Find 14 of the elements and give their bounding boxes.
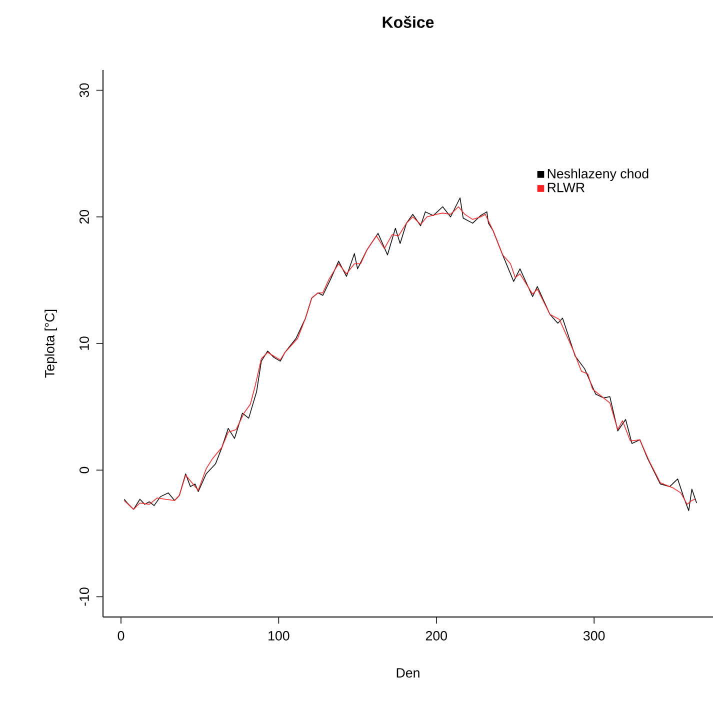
- y-tick-label: -10: [80, 588, 89, 606]
- y-axis-title: Teplota [°C]: [44, 310, 58, 378]
- legend-label: Neshlazeny chod: [548, 168, 648, 181]
- legend-label: RLWR: [548, 182, 584, 192]
- y-tick-label: 30: [80, 83, 89, 98]
- x-tick-label: 0: [118, 631, 124, 640]
- x-tick-label: 100: [268, 631, 290, 640]
- x-tick-label: 200: [426, 631, 447, 640]
- y-tick-label: 20: [80, 210, 89, 224]
- x-tick-label: 300: [583, 631, 605, 640]
- x-axis-title: Den: [396, 668, 420, 678]
- y-tick-label: 0: [80, 466, 89, 474]
- y-tick-label: 10: [80, 336, 89, 350]
- chart-title: Košice: [382, 16, 434, 28]
